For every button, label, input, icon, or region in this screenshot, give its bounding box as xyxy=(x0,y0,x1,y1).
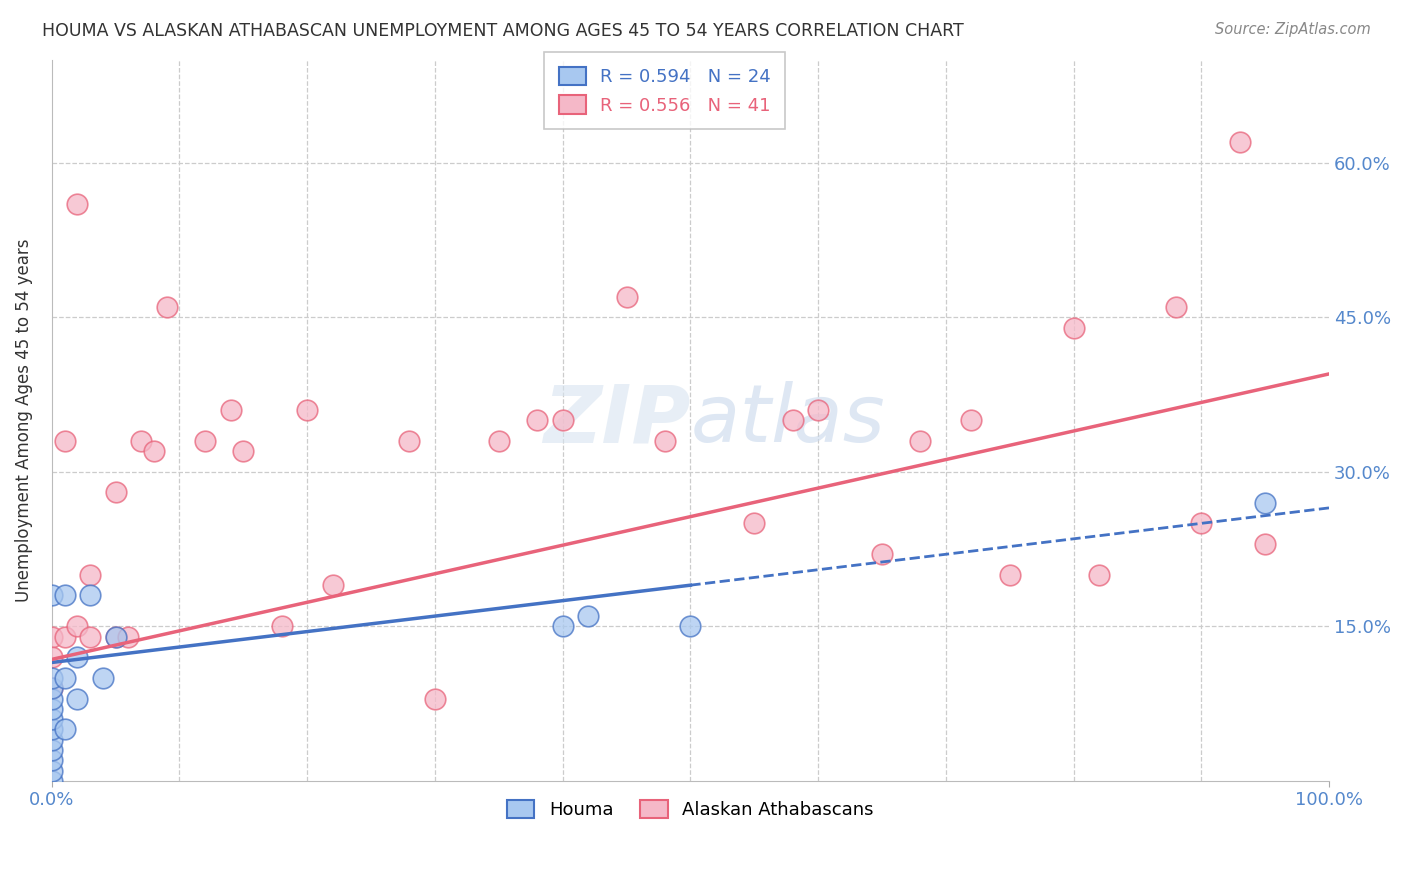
Point xyxy=(41,732,63,747)
Text: ZIP: ZIP xyxy=(543,381,690,459)
Point xyxy=(41,650,63,665)
Point xyxy=(156,300,179,314)
Point xyxy=(960,413,983,427)
Point xyxy=(53,589,76,603)
Point xyxy=(41,712,63,726)
Point xyxy=(782,413,804,427)
Point xyxy=(551,413,574,427)
Point xyxy=(117,630,139,644)
Point xyxy=(322,578,344,592)
Point xyxy=(398,434,420,448)
Point xyxy=(41,723,63,737)
Point xyxy=(66,650,89,665)
Point xyxy=(1189,516,1212,531)
Text: atlas: atlas xyxy=(690,381,886,459)
Point xyxy=(53,723,76,737)
Text: Source: ZipAtlas.com: Source: ZipAtlas.com xyxy=(1215,22,1371,37)
Point xyxy=(41,743,63,757)
Point xyxy=(1254,496,1277,510)
Point xyxy=(551,619,574,633)
Point xyxy=(66,197,89,211)
Point xyxy=(104,630,127,644)
Point xyxy=(423,691,446,706)
Point xyxy=(219,403,242,417)
Point xyxy=(41,630,63,644)
Point xyxy=(91,671,114,685)
Point xyxy=(742,516,765,531)
Point xyxy=(998,567,1021,582)
Point xyxy=(41,671,63,685)
Point xyxy=(1229,135,1251,149)
Point xyxy=(104,630,127,644)
Point xyxy=(270,619,292,633)
Point xyxy=(79,567,101,582)
Point xyxy=(142,444,165,458)
Point xyxy=(79,589,101,603)
Text: HOUMA VS ALASKAN ATHABASCAN UNEMPLOYMENT AMONG AGES 45 TO 54 YEARS CORRELATION C: HOUMA VS ALASKAN ATHABASCAN UNEMPLOYMENT… xyxy=(42,22,965,40)
Point xyxy=(526,413,548,427)
Point xyxy=(616,290,638,304)
Point xyxy=(488,434,510,448)
Point xyxy=(232,444,254,458)
Point xyxy=(1063,320,1085,334)
Point xyxy=(807,403,830,417)
Point xyxy=(41,681,63,696)
Point xyxy=(679,619,702,633)
Point xyxy=(79,630,101,644)
Point xyxy=(41,753,63,767)
Point xyxy=(870,547,893,561)
Point xyxy=(66,619,89,633)
Point xyxy=(129,434,152,448)
Legend: Houma, Alaskan Athabascans: Houma, Alaskan Athabascans xyxy=(501,792,880,826)
Point xyxy=(910,434,932,448)
Point xyxy=(1088,567,1111,582)
Point xyxy=(41,702,63,716)
Point xyxy=(576,609,599,624)
Point xyxy=(194,434,217,448)
Point xyxy=(53,671,76,685)
Point xyxy=(295,403,318,417)
Y-axis label: Unemployment Among Ages 45 to 54 years: Unemployment Among Ages 45 to 54 years xyxy=(15,238,32,602)
Point xyxy=(41,691,63,706)
Point xyxy=(41,589,63,603)
Point xyxy=(53,434,76,448)
Point xyxy=(1164,300,1187,314)
Point xyxy=(654,434,676,448)
Point xyxy=(41,774,63,789)
Point xyxy=(66,691,89,706)
Point xyxy=(41,681,63,696)
Point xyxy=(41,764,63,778)
Point xyxy=(53,630,76,644)
Point xyxy=(1254,537,1277,551)
Point xyxy=(104,485,127,500)
